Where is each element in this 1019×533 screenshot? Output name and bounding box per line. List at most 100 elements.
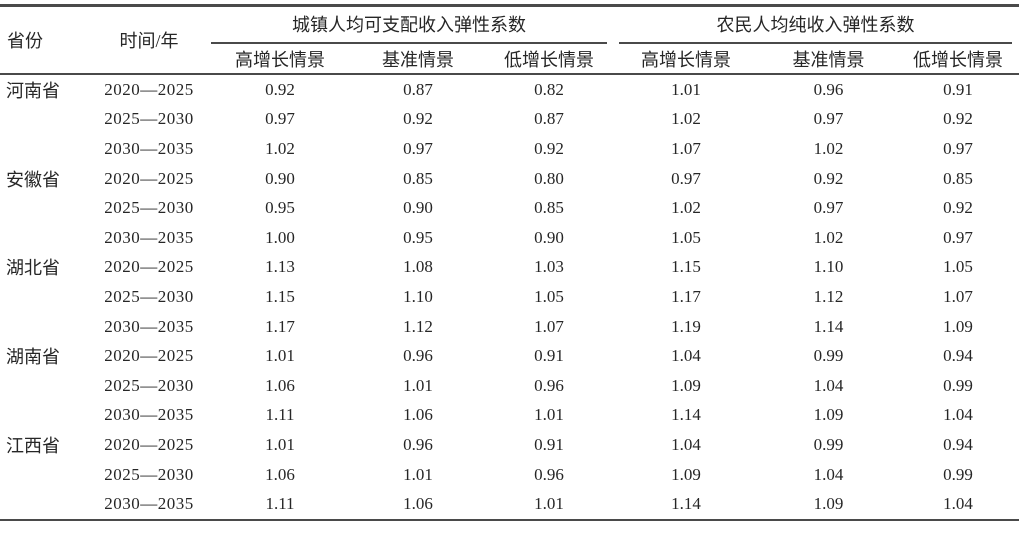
urban-value-cell: 0.96 [534, 375, 564, 395]
rural-value-cell: 0.97 [943, 227, 973, 247]
province-cell [0, 105, 88, 135]
table-row: 2025—2030 1.06 1.01 0.96 1.09 1.04 0.99 [0, 460, 1019, 490]
rural-value-cell: 1.07 [671, 138, 701, 158]
header-group-urban: 城镇人均可支配收入弹性系数 [210, 6, 612, 44]
header-group-urban-label: 城镇人均可支配收入弹性系数 [211, 7, 607, 44]
urban-value-cell: 1.06 [403, 405, 433, 425]
urban-value-cell: 1.06 [265, 464, 295, 484]
urban-value-cell: 0.97 [403, 138, 433, 158]
urban-value-cell: 1.03 [534, 257, 564, 277]
urban-value-cell: 1.11 [265, 494, 295, 514]
urban-value-cell: 0.85 [403, 168, 433, 188]
province-cell: 江西省 [6, 435, 60, 456]
urban-value-cell: 0.87 [534, 109, 564, 129]
table-row: 2025—2030 0.95 0.90 0.85 1.02 0.97 0.92 [0, 193, 1019, 223]
period-cell: 2030—2035 [104, 316, 194, 336]
rural-value-cell: 0.97 [671, 168, 701, 188]
urban-value-cell: 0.95 [265, 198, 295, 218]
rural-value-cell: 0.97 [943, 138, 973, 158]
urban-value-cell: 1.07 [534, 316, 564, 336]
period-cell: 2025—2030 [104, 286, 194, 306]
rural-value-cell: 1.14 [813, 316, 844, 336]
header-group-row: 省份 时间/年 城镇人均可支配收入弹性系数 农民人均纯收入弹性系数 [0, 5, 1019, 75]
header-urban-low-growth: 低增长情景 [486, 44, 612, 75]
period-cell: 2020—2025 [104, 168, 194, 188]
rural-value-cell: 0.99 [943, 464, 973, 484]
header-group-rural-label: 农民人均纯收入弹性系数 [619, 7, 1013, 44]
urban-value-cell: 1.08 [403, 257, 433, 277]
rural-value-cell: 1.14 [671, 405, 701, 425]
rural-value-cell: 1.05 [943, 257, 973, 277]
rural-value-cell: 1.04 [671, 346, 701, 366]
province-cell: 安徽省 [6, 169, 60, 190]
table-row: 湖北省 2020—2025 1.13 1.08 1.03 1.15 1.10 1.05 [0, 253, 1019, 283]
period-cell: 2025—2030 [104, 198, 194, 218]
urban-value-cell: 1.01 [265, 346, 295, 366]
rural-value-cell: 1.02 [671, 198, 701, 218]
rural-value-cell: 0.94 [943, 434, 973, 454]
urban-value-cell: 0.90 [534, 227, 564, 247]
table-row: 2030—2035 1.00 0.95 0.90 1.05 1.02 0.97 [0, 223, 1019, 253]
rural-value-cell: 1.04 [943, 494, 973, 514]
rural-value-cell: 0.94 [943, 346, 973, 366]
urban-value-cell: 0.95 [403, 227, 433, 247]
urban-value-cell: 0.87 [403, 79, 433, 99]
rural-value-cell: 0.92 [943, 198, 973, 218]
rural-value-cell: 1.09 [671, 464, 701, 484]
urban-value-cell: 1.06 [265, 375, 295, 395]
urban-value-cell: 1.12 [403, 316, 433, 336]
urban-value-cell: 0.92 [403, 109, 433, 129]
header-rural-baseline: 基准情景 [760, 44, 897, 75]
urban-value-cell: 0.96 [403, 434, 433, 454]
rural-value-cell: 1.12 [813, 286, 844, 306]
urban-value-cell: 1.01 [534, 494, 564, 514]
urban-value-cell: 1.15 [265, 286, 295, 306]
rural-value-cell: 0.92 [813, 168, 844, 188]
province-cell [0, 223, 88, 253]
table-row: 河南省 2020—2025 0.92 0.87 0.82 1.01 0.96 0.91 [0, 74, 1019, 105]
urban-value-cell: 0.90 [265, 168, 295, 188]
period-cell: 2030—2035 [104, 405, 194, 425]
urban-value-cell: 1.02 [265, 138, 295, 158]
header-period: 时间/年 [88, 5, 210, 75]
period-cell: 2025—2030 [104, 109, 194, 129]
rural-value-cell: 1.01 [671, 79, 701, 99]
rural-value-cell: 1.09 [943, 316, 973, 336]
period-cell: 2020—2025 [104, 79, 194, 99]
province-cell [0, 312, 88, 342]
header-rural-high-growth: 高增长情景 [612, 44, 760, 75]
rural-value-cell: 1.02 [813, 138, 844, 158]
urban-value-cell: 0.91 [534, 346, 564, 366]
table-row: 江西省 2020—2025 1.01 0.96 0.91 1.04 0.99 0.94 [0, 430, 1019, 460]
urban-value-cell: 1.01 [403, 464, 433, 484]
period-cell: 2030—2035 [104, 227, 194, 247]
urban-value-cell: 0.96 [403, 346, 433, 366]
period-cell: 2020—2025 [104, 346, 194, 366]
header-urban-baseline: 基准情景 [350, 44, 486, 75]
table-row: 2025—2030 1.15 1.10 1.05 1.17 1.12 1.07 [0, 282, 1019, 312]
header-scenario-row: 高增长情景 基准情景 低增长情景 高增长情景 基准情景 低增长情景 [0, 44, 1019, 75]
rural-value-cell: 1.04 [943, 405, 973, 425]
urban-value-cell: 1.01 [534, 405, 564, 425]
rural-value-cell: 1.02 [813, 227, 844, 247]
urban-value-cell: 1.05 [534, 286, 564, 306]
paper-table-page: 省份 时间/年 城镇人均可支配收入弹性系数 农民人均纯收入弹性系数 高增长情景 … [0, 4, 1019, 521]
urban-value-cell: 1.10 [403, 286, 433, 306]
rural-value-cell: 1.17 [671, 286, 701, 306]
province-cell: 湖北省 [6, 258, 60, 279]
rural-value-cell: 0.97 [813, 198, 844, 218]
period-cell: 2025—2030 [104, 464, 194, 484]
rural-value-cell: 1.10 [813, 257, 844, 277]
province-cell [0, 489, 88, 520]
period-cell: 2025—2030 [104, 375, 194, 395]
province-cell [0, 282, 88, 312]
rural-value-cell: 1.02 [671, 109, 701, 129]
table-body: 河南省 2020—2025 0.92 0.87 0.82 1.01 0.96 0.91 2025… [0, 74, 1019, 520]
urban-value-cell: 1.00 [265, 227, 295, 247]
urban-value-cell: 1.11 [265, 405, 295, 425]
urban-value-cell: 1.13 [265, 257, 295, 277]
rural-value-cell: 1.04 [813, 375, 844, 395]
urban-value-cell: 0.82 [534, 79, 564, 99]
urban-value-cell: 1.01 [265, 434, 295, 454]
urban-value-cell: 0.92 [534, 138, 564, 158]
